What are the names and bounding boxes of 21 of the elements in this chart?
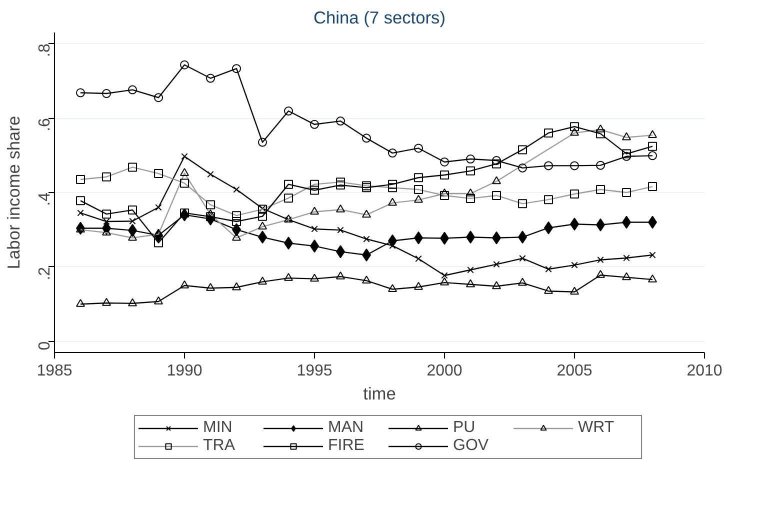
- x-tick-label: 2010: [686, 362, 722, 380]
- legend-label: MIN: [203, 419, 234, 437]
- legend-label: MAN: [328, 419, 365, 437]
- legend-label: GOV: [453, 437, 490, 455]
- y-tick-label: .4: [36, 192, 54, 206]
- x-tick-label: 1985: [36, 362, 72, 380]
- legend-label: WRT: [578, 419, 616, 437]
- legend-label: PU: [453, 419, 476, 437]
- legend-label: TRA: [203, 437, 236, 455]
- y-tick-label: .2: [36, 266, 54, 280]
- y-tick-label: .6: [36, 118, 54, 132]
- x-tick-label: 2000: [426, 362, 462, 380]
- chart-title: China (7 sectors): [314, 8, 446, 28]
- y-tick-label: .8: [36, 44, 54, 58]
- x-tick-label: 1995: [296, 362, 332, 380]
- x-tick-label: 1990: [166, 362, 202, 380]
- y-tick-label: 0: [36, 341, 54, 350]
- x-tick-label: 2005: [556, 362, 592, 380]
- x-axis-title: time: [363, 384, 396, 404]
- legend-label: FIRE: [328, 437, 366, 455]
- y-axis-title: Labor income share: [4, 116, 24, 270]
